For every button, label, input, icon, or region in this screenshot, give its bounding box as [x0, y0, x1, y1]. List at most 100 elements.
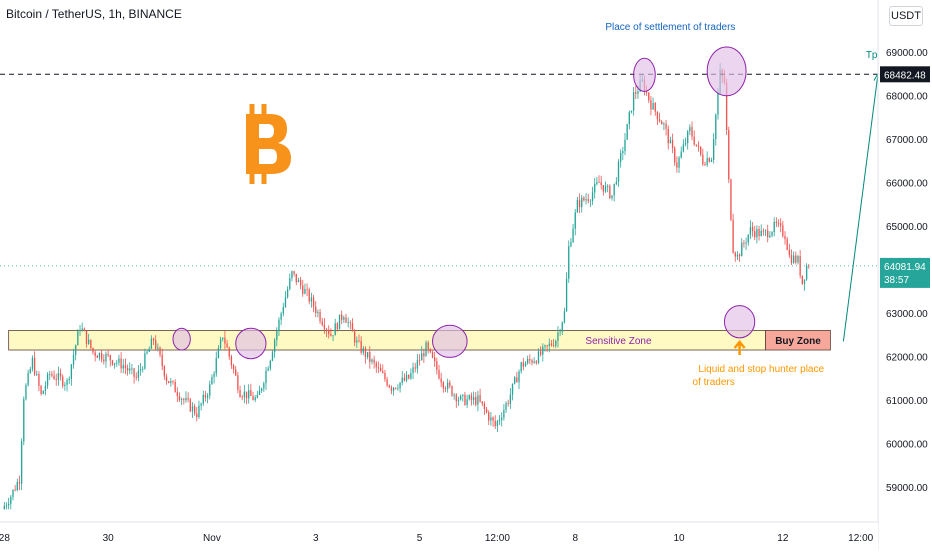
currency-button[interactable]: USDT: [889, 6, 923, 26]
x-tick-label: 12:00: [485, 533, 510, 544]
candle-body: [191, 406, 194, 412]
candle-body: [589, 200, 592, 202]
candle-body: [297, 279, 300, 283]
candle-body: [256, 395, 259, 398]
liquid-annotation-line2: of traders: [693, 377, 735, 388]
current-price-label: 64081.94: [884, 262, 926, 273]
candle-body: [581, 197, 583, 208]
candle-body: [336, 323, 339, 330]
candle-body: [3, 505, 5, 509]
candle-body: [10, 496, 12, 504]
candle-body: [498, 419, 501, 422]
candle-body: [168, 381, 170, 383]
candle-body: [250, 390, 252, 397]
candle-body: [165, 376, 168, 382]
candle-body: [693, 136, 695, 145]
candle-body: [784, 235, 786, 240]
candle-body: [570, 242, 572, 247]
x-tick-label: 30: [103, 533, 115, 544]
candle-body: [226, 343, 228, 348]
candle-body: [70, 364, 73, 379]
candle-body: [665, 123, 667, 129]
buy-zone: [765, 330, 831, 351]
candle-body: [377, 367, 380, 369]
candle-body: [544, 345, 546, 347]
candle-body: [31, 357, 34, 370]
candle-body: [388, 385, 390, 388]
candle-body: [295, 273, 297, 283]
candle-body: [232, 365, 235, 370]
candle-body: [144, 353, 146, 369]
candle-body: [436, 361, 438, 370]
candle-body: [124, 365, 127, 368]
candle-body: [414, 367, 416, 369]
candle-body: [280, 313, 282, 320]
candle-body: [92, 347, 94, 353]
candle-body: [505, 403, 507, 410]
candle-body: [526, 358, 529, 364]
candle-body: [503, 409, 505, 418]
candle-body: [356, 340, 358, 343]
candle-body: [468, 395, 470, 400]
highlight-circle: [172, 327, 191, 351]
candle-body: [470, 395, 473, 400]
candle-body: [215, 358, 217, 374]
candle-body: [736, 254, 739, 257]
candle-body: [150, 338, 153, 349]
candle-body: [116, 362, 118, 364]
candle-body: [172, 381, 174, 382]
candle-body: [185, 397, 187, 401]
candle-body: [105, 353, 107, 362]
candle-body: [243, 391, 246, 398]
candle-body: [200, 403, 202, 406]
candle-body: [33, 357, 36, 375]
sensitive-zone: [8, 330, 766, 351]
candle-body: [578, 199, 581, 208]
candle-body: [278, 319, 280, 331]
candle-body: [87, 339, 90, 344]
candle-body: [689, 127, 691, 132]
candle-body: [180, 399, 183, 400]
candle-body: [401, 377, 403, 383]
candle-body: [483, 403, 486, 409]
candle-body: [676, 162, 678, 168]
candle-body: [496, 421, 499, 427]
candle-body: [697, 145, 700, 147]
candle-body: [615, 181, 618, 184]
candle-body: [364, 348, 367, 358]
candle-body: [416, 360, 419, 369]
candle-body: [343, 317, 345, 320]
candle-body: [161, 354, 163, 367]
candle-body: [267, 368, 269, 371]
candle-body: [699, 146, 702, 155]
candle-body: [682, 144, 685, 152]
candle-body: [717, 93, 719, 115]
candle-body: [55, 379, 57, 380]
candle-body: [628, 112, 630, 125]
candle-body: [96, 355, 98, 358]
resistance-price-label: 68482.48: [884, 70, 926, 81]
candle-body: [453, 394, 455, 396]
candle-body: [196, 413, 198, 418]
candle-body: [803, 279, 806, 284]
candle-body: [741, 242, 743, 257]
candle-body: [745, 242, 747, 244]
candle-body: [403, 377, 406, 381]
candle-body: [531, 360, 533, 363]
buy-zone-label: Buy Zone: [775, 336, 821, 347]
candle-body: [576, 199, 579, 213]
candle-body: [617, 161, 620, 182]
y-tick-label: 63000.00: [886, 309, 928, 320]
time-axis-panel: [0, 522, 878, 550]
candle-body: [442, 382, 444, 389]
candle-body: [611, 195, 613, 199]
candle-body: [206, 395, 209, 398]
candle-body: [786, 239, 788, 250]
candle-body: [678, 157, 680, 168]
candle-body: [59, 373, 62, 377]
candle-body: [373, 359, 375, 363]
candle-body: [712, 139, 715, 160]
candle-body: [302, 285, 304, 294]
